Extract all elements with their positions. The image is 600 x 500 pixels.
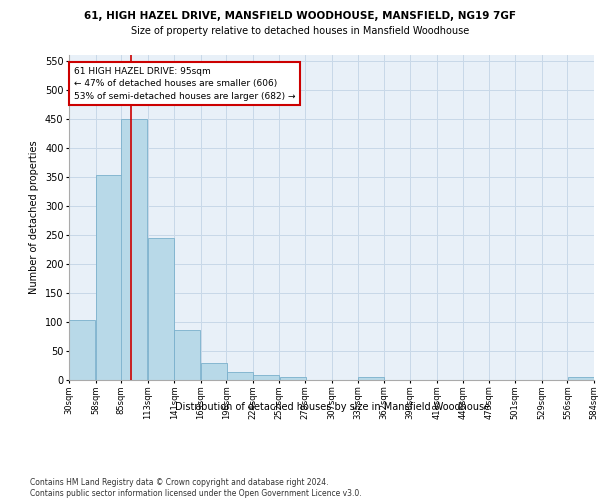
Bar — [358, 377, 385, 380]
Bar — [121, 120, 148, 380]
Bar — [148, 238, 174, 380]
Bar — [227, 372, 253, 380]
Text: 61 HIGH HAZEL DRIVE: 95sqm
← 47% of detached houses are smaller (606)
53% of sem: 61 HIGH HAZEL DRIVE: 95sqm ← 47% of deta… — [74, 66, 295, 100]
Text: Contains HM Land Registry data © Crown copyright and database right 2024.
Contai: Contains HM Land Registry data © Crown c… — [30, 478, 362, 498]
Text: 61, HIGH HAZEL DRIVE, MANSFIELD WOODHOUSE, MANSFIELD, NG19 7GF: 61, HIGH HAZEL DRIVE, MANSFIELD WOODHOUS… — [84, 11, 516, 21]
Bar — [69, 320, 95, 380]
Bar — [253, 375, 279, 380]
Bar — [280, 377, 305, 380]
Bar — [96, 175, 122, 380]
Bar — [568, 377, 594, 380]
Y-axis label: Number of detached properties: Number of detached properties — [29, 140, 39, 294]
Bar — [201, 362, 227, 380]
Bar — [175, 330, 200, 380]
Text: Distribution of detached houses by size in Mansfield Woodhouse: Distribution of detached houses by size … — [175, 402, 491, 412]
Text: Size of property relative to detached houses in Mansfield Woodhouse: Size of property relative to detached ho… — [131, 26, 469, 36]
